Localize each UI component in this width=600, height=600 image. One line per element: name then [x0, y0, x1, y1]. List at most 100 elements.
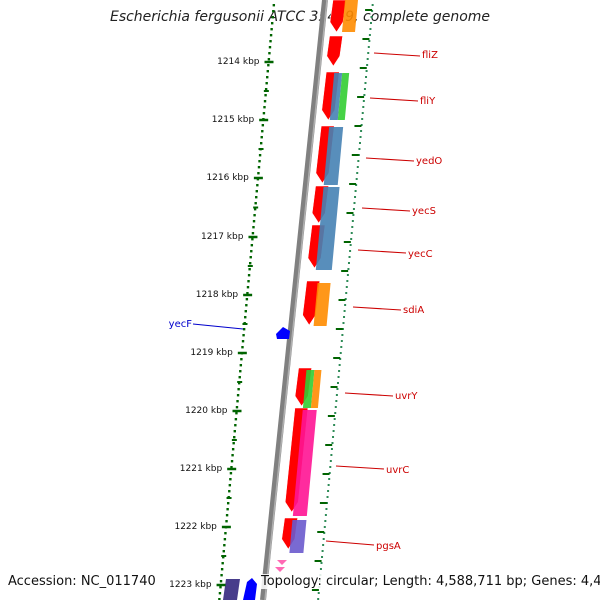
- outer-ring-dot: [360, 124, 363, 126]
- outer-ring-dot: [328, 472, 331, 474]
- gene-label-leader: [352, 306, 402, 311]
- ruler-dot: [236, 400, 239, 403]
- gene-label-fliZ[interactable]: fliZ: [422, 50, 438, 61]
- ruler-dot: [223, 538, 227, 541]
- ruler-dot: [267, 64, 270, 67]
- outer-ring-dot: [336, 382, 339, 384]
- kbp-label: 1216 kbp: [206, 173, 249, 183]
- outer-ring-dot: [363, 94, 366, 96]
- outer-ring-dot: [332, 436, 335, 438]
- ruler-dot: [252, 226, 255, 229]
- outer-ring-dot: [334, 406, 337, 408]
- ruler-dot: [256, 184, 259, 187]
- ruler-dot: [251, 232, 255, 235]
- topology-text: Topology: circular; Length: 4,588,711 bp…: [261, 574, 600, 589]
- genome-backbone: [260, 0, 328, 600]
- outer-ring-dot: [362, 100, 365, 102]
- genome-title: Escherichia fergusonii ATCC 35469, compl…: [109, 9, 491, 25]
- gene-arrow-fliZ: [326, 35, 343, 67]
- outer-ring-dot: [341, 328, 344, 330]
- outer-ring-dot: [321, 556, 324, 558]
- cds-box-fliY-blue: [329, 73, 343, 120]
- outer-ring-dot: [349, 250, 352, 252]
- cds-box-sdiA: [313, 283, 331, 326]
- outer-ring-dot: [357, 154, 360, 156]
- ruler-dot: [272, 4, 276, 7]
- outer-ring-dot: [363, 88, 366, 90]
- ruler-dot: [250, 244, 254, 247]
- outer-ring-dot: [338, 364, 341, 366]
- gene-label-leader: [357, 249, 407, 254]
- outer-ring-dot: [344, 304, 347, 306]
- ruler-dot: [224, 532, 227, 535]
- ruler-dot: [269, 40, 272, 43]
- outer-ring-dot: [370, 16, 373, 18]
- ruler-dot: [241, 340, 245, 343]
- ruler-dot: [226, 508, 229, 511]
- ruler-dot: [261, 124, 265, 127]
- gene-labels: fliZ fliY yedO yecS yecC sdiA uvrY uvrC pgsA yecF: [169, 50, 443, 552]
- gene-label-leader: [335, 465, 385, 470]
- small-feature-marker: [277, 560, 287, 565]
- outer-ring-dot: [351, 220, 354, 222]
- outer-ring-dot: [332, 430, 335, 432]
- outer-ring-dot: [319, 568, 322, 570]
- ruler-dot: [244, 316, 247, 319]
- ruler-dot: [264, 88, 268, 91]
- outer-ring-dot: [365, 76, 368, 78]
- outer-ring-dot: [352, 208, 355, 210]
- outer-ring-dot: [365, 70, 368, 72]
- gene-label-yedO[interactable]: yedO: [416, 156, 442, 167]
- outer-ring-dot: [346, 274, 349, 276]
- ruler-dot: [250, 250, 253, 253]
- outer-ring-dot: [369, 28, 372, 30]
- outer-ring-dot: [369, 22, 372, 24]
- outer-ring-dot: [324, 514, 327, 516]
- gene-label-leader: [365, 157, 415, 162]
- outer-ring-dot: [361, 118, 364, 120]
- gene-label-uvrY[interactable]: uvrY: [395, 391, 418, 402]
- ruler-dot: [234, 418, 238, 421]
- ruler-dot: [261, 130, 264, 133]
- outer-ring-dot: [325, 502, 328, 504]
- ruler-dot: [219, 586, 222, 589]
- gene-label-yecC[interactable]: yecC: [408, 249, 433, 260]
- gene-label-uvrC[interactable]: uvrC: [386, 465, 409, 476]
- ruler-dot: [222, 550, 225, 553]
- ruler-dot: [225, 520, 228, 523]
- accession-text: Accession: NC_011740: [8, 574, 156, 589]
- gene-label-yecS[interactable]: yecS: [412, 206, 436, 217]
- gene-label-yecF[interactable]: yecF: [169, 319, 193, 330]
- ruler-dot: [248, 268, 251, 271]
- ruler-dot: [245, 304, 248, 307]
- outer-ring-dot: [348, 256, 351, 258]
- outer-ring-dot: [345, 286, 348, 288]
- ruler-dot: [239, 364, 243, 367]
- ruler-dot: [257, 166, 261, 169]
- ruler-dot: [262, 112, 266, 115]
- outer-ring-dot: [359, 136, 362, 138]
- outer-ring-dot: [329, 460, 332, 462]
- ruler-dot: [270, 22, 274, 25]
- kbp-label: 1221 kbp: [180, 464, 223, 474]
- outer-ring-dot: [364, 82, 367, 84]
- outer-ring-dot: [354, 190, 357, 192]
- gene-arrow-yecF: [276, 327, 290, 339]
- gene-label-leader: [344, 392, 394, 397]
- kbp-label: 1218 kbp: [196, 290, 239, 300]
- ruler-dot: [238, 376, 241, 379]
- ruler-dot: [257, 172, 260, 175]
- gene-label-sdiA[interactable]: sdiA: [403, 305, 424, 316]
- ruler-dot: [233, 430, 236, 433]
- ruler-dot: [219, 580, 223, 583]
- outer-ring-dot: [362, 106, 365, 108]
- ruler-dot: [244, 310, 247, 313]
- gene-label-fliY[interactable]: fliY: [420, 96, 436, 107]
- gene-label-pgsA[interactable]: pgsA: [376, 541, 401, 552]
- ruler-dot: [247, 274, 251, 277]
- backbone-line: [260, 0, 328, 600]
- kbp-ruler: 1214 kbp 1215 kbp 1216 kbp 1217 kbp 1218 kbp…: [169, 9, 373, 591]
- outer-ring-dot: [343, 310, 346, 312]
- outer-ring-dot: [329, 466, 332, 468]
- ruler-dot: [241, 346, 244, 349]
